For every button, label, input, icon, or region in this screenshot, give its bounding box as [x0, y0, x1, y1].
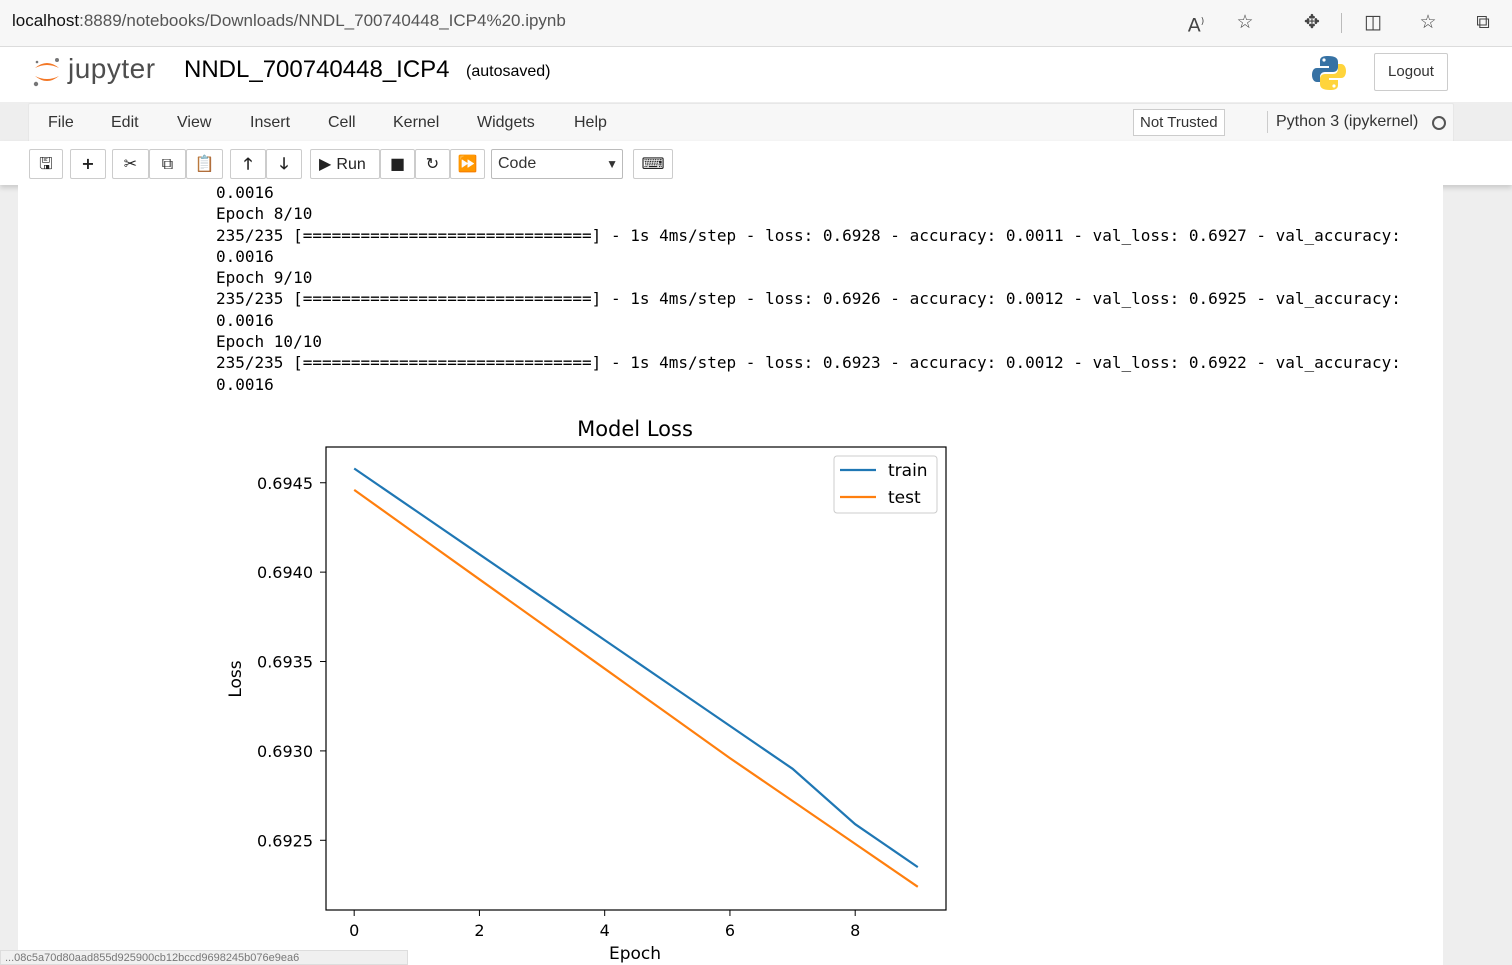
output-line: 0.0016	[216, 310, 274, 330]
status-bar-url: ...08c5a70d80aad855d925900cb12bccd969824…	[0, 950, 408, 965]
move-down-button[interactable]: 🡓	[266, 149, 302, 179]
menu-bar: File Edit View Insert Cell Kernel Widget…	[28, 103, 1454, 143]
interrupt-button[interactable]: ■	[380, 149, 415, 179]
x-tick-label: 4	[600, 921, 610, 940]
arrow-down-icon: 🡓	[279, 154, 289, 173]
plus-icon: +	[81, 154, 95, 173]
menu-widgets[interactable]: Widgets	[477, 114, 535, 131]
x-tick-label: 2	[474, 921, 484, 940]
output-line: 235/235 [==============================]…	[216, 289, 1401, 309]
chevron-down-icon: ▼	[606, 157, 618, 171]
menu-view[interactable]: View	[177, 114, 212, 131]
menu-cell[interactable]: Cell	[328, 114, 356, 131]
menu-insert[interactable]: Insert	[250, 114, 291, 131]
output-line: 0.0016	[216, 183, 274, 202]
extensions-icon[interactable]: ✥	[1304, 11, 1320, 33]
arrow-up-icon: 🡑	[243, 154, 253, 173]
jupyter-logo-text[interactable]: jupyter	[68, 53, 156, 84]
run-button[interactable]: ▶ Run	[310, 149, 380, 179]
toolbar-divider	[1341, 13, 1342, 33]
chart-title: Model Loss	[577, 417, 693, 441]
trust-status-button[interactable]: Not Trusted	[1133, 109, 1225, 136]
x-tick-label: 6	[725, 921, 735, 940]
cell-output-text: 0.0016 Epoch 8/10 235/235 [=============…	[216, 182, 1401, 395]
output-line: 235/235 [==============================]…	[216, 353, 1401, 373]
stop-icon: ■	[389, 154, 406, 173]
collections-icon[interactable]: ⧉	[1476, 11, 1490, 33]
url-field[interactable]: localhost:8889/notebooks/Downloads/NNDL_…	[12, 11, 566, 30]
cut-button[interactable]: ✂	[112, 149, 149, 179]
kernel-idle-indicator-icon	[1432, 116, 1446, 130]
paste-icon: 📋	[194, 154, 215, 173]
output-line: 235/235 [==============================]…	[216, 225, 1401, 245]
cell-type-select[interactable]: Code ▼	[491, 149, 623, 179]
kernel-name[interactable]: Python 3 (ipykernel)	[1276, 113, 1419, 130]
output-line: 0.0016	[216, 374, 274, 394]
toolbar	[0, 141, 1512, 185]
x-tick-label: 0	[349, 921, 359, 940]
output-line: 0.0016	[216, 246, 274, 266]
keyboard-icon: ⌨	[641, 154, 665, 173]
y-tick-label: 0.6930	[257, 742, 313, 761]
x-tick-label: 8	[850, 921, 860, 940]
series-line-train	[353, 467, 919, 869]
restart-icon: ↻	[425, 154, 440, 173]
y-tick-label: 0.6935	[257, 653, 313, 672]
move-up-button[interactable]: 🡑	[230, 149, 266, 179]
copy-icon: ⧉	[161, 154, 174, 173]
kernel-divider	[1267, 111, 1268, 133]
output-line: Epoch 8/10	[216, 204, 313, 224]
fast-forward-icon: ⏩	[457, 154, 478, 173]
legend-label-test: test	[888, 488, 921, 508]
browser-address-bar: localhost:8889/notebooks/Downloads/NNDL_…	[0, 0, 1512, 47]
command-palette-button[interactable]: ⌨	[633, 149, 673, 179]
scissors-icon: ✂	[123, 154, 138, 173]
cell-type-value: Code	[498, 155, 537, 172]
plot-frame	[325, 446, 947, 911]
x-axis-label: Epoch	[609, 944, 661, 964]
favorites-icon[interactable]: ☆	[1419, 11, 1437, 33]
model-loss-chart: Model Loss 0 2 4 6 8 0.6925 0.6930 0.6935 0.694…	[226, 417, 947, 964]
copy-button[interactable]: ⧉	[149, 149, 186, 179]
jupyter-logo-icon[interactable]	[32, 56, 62, 88]
menu-edit[interactable]: Edit	[111, 114, 139, 131]
chart-legend: train test	[833, 455, 938, 514]
y-axis-label: Loss	[226, 660, 246, 697]
python-logo-icon	[1312, 56, 1346, 90]
read-aloud-icon[interactable]: A)	[1187, 14, 1205, 37]
logout-button[interactable]: Logout	[1374, 53, 1448, 91]
output-line: Epoch 10/10	[216, 332, 322, 352]
notebook-title[interactable]: NNDL_700740448_ICP4	[184, 56, 450, 83]
paste-button[interactable]: 📋	[186, 149, 223, 179]
split-screen-icon[interactable]: ◫	[1364, 11, 1382, 33]
restart-run-all-button[interactable]: ⏩	[450, 149, 485, 179]
play-icon: ▶	[319, 154, 332, 173]
run-label: Run	[336, 156, 366, 173]
favorite-star-icon[interactable]: ☆	[1236, 11, 1254, 33]
menu-help[interactable]: Help	[574, 114, 607, 131]
save-button[interactable]: 🖫	[29, 149, 63, 179]
y-tick-label: 0.6940	[257, 563, 313, 582]
notebook-header	[0, 47, 1512, 102]
save-icon: 🖫	[39, 154, 53, 173]
y-tick-label: 0.6945	[257, 474, 313, 493]
notebook-container	[18, 185, 1443, 965]
output-line: Epoch 9/10	[216, 268, 313, 288]
y-tick-label: 0.6925	[257, 831, 313, 850]
insert-cell-button[interactable]: +	[70, 149, 106, 179]
menu-kernel[interactable]: Kernel	[393, 114, 440, 131]
menu-file[interactable]: File	[48, 114, 74, 131]
series-line-test	[353, 489, 919, 888]
legend-label-train: train	[888, 461, 928, 481]
autosave-status: (autosaved)	[466, 63, 551, 80]
restart-button[interactable]: ↻	[415, 149, 450, 179]
